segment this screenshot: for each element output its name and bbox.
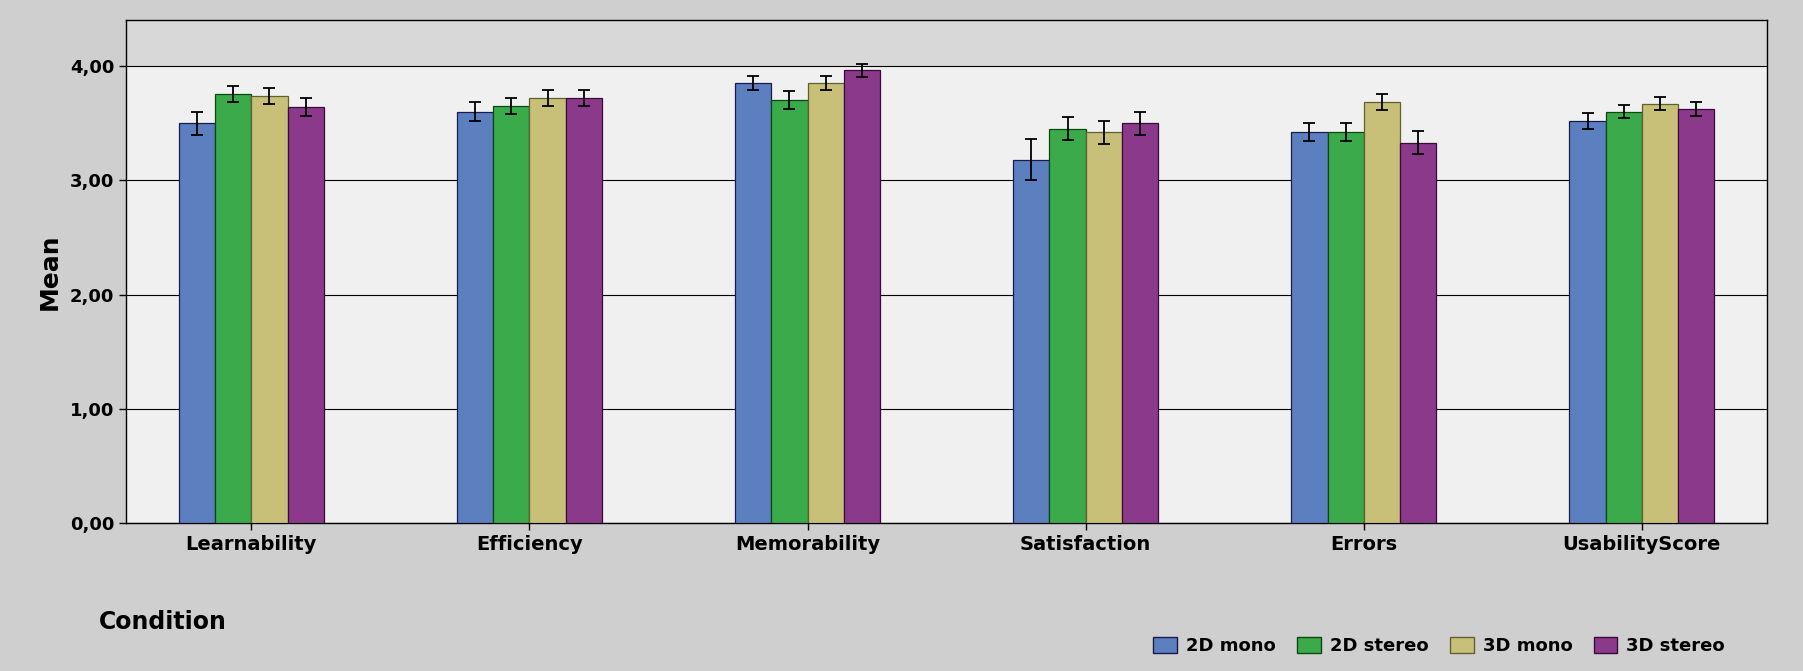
Bar: [215, 95, 251, 523]
Bar: [126, 20, 1767, 66]
Bar: [1327, 132, 1363, 523]
Bar: [736, 83, 772, 523]
Bar: [1363, 103, 1399, 523]
Text: Condition: Condition: [99, 610, 227, 634]
Bar: [1013, 160, 1049, 523]
Bar: [1049, 129, 1085, 523]
Bar: [1121, 123, 1158, 523]
Y-axis label: Mean: Mean: [38, 234, 61, 310]
Bar: [287, 107, 325, 523]
Bar: [566, 98, 602, 523]
Legend: 2D mono, 2D stereo, 3D mono, 3D stereo: 2D mono, 2D stereo, 3D mono, 3D stereo: [1154, 637, 1725, 656]
Bar: [1679, 109, 1715, 523]
Bar: [772, 100, 808, 523]
Bar: [1399, 142, 1435, 523]
Bar: [494, 106, 530, 523]
Bar: [1085, 132, 1121, 523]
Bar: [251, 95, 287, 523]
Bar: [1606, 111, 1643, 523]
Bar: [808, 83, 844, 523]
Bar: [1291, 132, 1327, 523]
Bar: [1643, 103, 1679, 523]
Bar: [530, 98, 566, 523]
Bar: [844, 70, 880, 523]
Bar: [458, 111, 494, 523]
Bar: [1569, 121, 1606, 523]
Bar: [178, 123, 215, 523]
